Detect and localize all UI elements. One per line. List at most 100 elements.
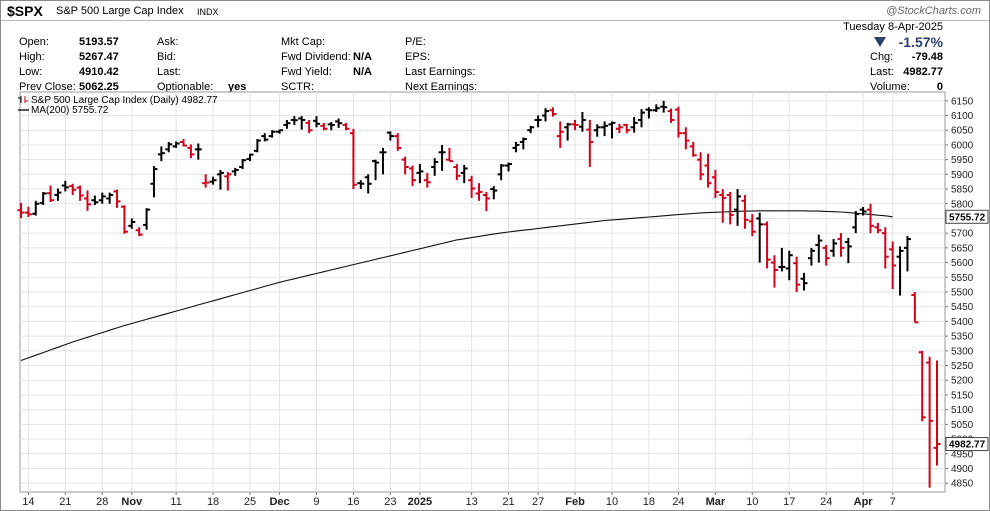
ohlc-bar	[719, 189, 727, 223]
optionable-label: Optionable:	[157, 81, 214, 93]
ohlc-bar	[61, 180, 69, 192]
exchange-label: INDX	[197, 7, 219, 17]
ohlc-bar	[815, 234, 823, 263]
fwd-yield-value: N/A	[353, 66, 372, 78]
ohlc-bar	[69, 183, 77, 195]
ohlc-bar	[512, 142, 520, 153]
fwd-yield-label: Fwd Yield:	[281, 66, 332, 78]
y-tick-label: 5950	[951, 155, 974, 166]
ma200-value-tag: 5755.72	[949, 212, 986, 223]
ohlc-bar	[867, 203, 875, 234]
prev-close-label: Prev Close:	[19, 81, 76, 93]
ohlc-bar	[534, 115, 542, 128]
ohlc-bar	[682, 127, 690, 150]
ohlc-bar	[128, 218, 136, 229]
high-value: 5267.47	[79, 51, 119, 63]
ticker-symbol: $SPX	[7, 3, 43, 19]
ohlc-bar	[852, 211, 860, 234]
legend-ma-series: MA(200) 5755.72	[31, 105, 109, 116]
ohlc-bar	[645, 107, 653, 119]
y-tick-label: 5450	[951, 302, 974, 313]
quote-panel: Open: 5193.57 High: 5267.47 Low: 4910.42…	[1, 21, 989, 93]
ohlc-bar	[24, 206, 32, 217]
ohlc-bar	[290, 116, 298, 125]
ohlc-bar	[268, 130, 276, 138]
optionable-value: yes	[228, 81, 247, 93]
ohlc-bar	[349, 128, 357, 190]
ohlc-bar	[216, 169, 224, 190]
x-tick-label: 28	[96, 496, 108, 508]
ohlc-bar	[660, 100, 668, 113]
ohlc-bar	[615, 123, 623, 134]
ohlc-bar	[83, 190, 91, 211]
ohlc-bar	[541, 108, 549, 122]
y-tick-label: 5050	[951, 420, 974, 431]
ohlc-bar	[312, 116, 320, 128]
ohlc-bar	[564, 122, 572, 141]
stockcharts-watermark: @StockCharts.com	[886, 5, 981, 17]
ohlc-bar	[482, 192, 490, 212]
ohlc-bar	[778, 247, 786, 272]
volume-label: Volume:	[870, 81, 910, 93]
ohlc-bar	[320, 122, 328, 131]
ohlc-bar	[505, 162, 513, 172]
y-tick-label: 5650	[951, 243, 974, 254]
ohlc-bar	[209, 176, 217, 185]
ohlc-bar	[224, 172, 232, 191]
ohlc-bar	[453, 164, 461, 181]
ohlc-bar	[667, 108, 675, 123]
ohlc-bar	[305, 119, 313, 134]
legend-price-series: S&P 500 Large Cap Index (Daily) 4982.77	[31, 95, 218, 106]
y-tick-label: 5600	[951, 258, 974, 269]
x-tick-label: 24	[672, 496, 684, 508]
x-tick-label: 23	[384, 496, 396, 508]
ohlc-bar	[342, 122, 350, 131]
ohlc-bar	[150, 166, 158, 198]
quote-date: Tuesday 8-Apr-2025	[843, 21, 943, 33]
y-tick-label: 5500	[951, 288, 974, 299]
x-tick-label: 7	[890, 496, 896, 508]
ohlc-bar	[748, 214, 756, 237]
x-tick-label: 11	[170, 496, 181, 508]
x-tick-label: 13	[465, 496, 477, 508]
ohlc-bar	[231, 167, 239, 176]
ma200-value-tag-box	[945, 209, 989, 224]
ohlc-bar	[652, 104, 660, 112]
ohlc-bar	[911, 292, 919, 324]
ohlc-bar	[98, 192, 106, 204]
prev-close-value: 5062.25	[79, 81, 119, 93]
ohlc-bar	[335, 118, 343, 128]
ohlc-bar	[490, 186, 498, 200]
down-arrow-icon	[874, 37, 886, 47]
y-tick-label: 5850	[951, 185, 974, 196]
ohlc-bar	[837, 233, 845, 257]
ohlc-bar	[276, 129, 284, 134]
low-value: 4910.42	[79, 66, 119, 78]
pe-label: P/E:	[405, 36, 426, 48]
fwd-dividend-value: N/A	[353, 51, 372, 63]
ohlc-bar	[519, 137, 527, 150]
last-value: 4982.77	[903, 66, 943, 78]
ohlc-bar	[756, 212, 764, 263]
ohlc-bar	[674, 106, 682, 138]
open-label: Open:	[19, 36, 49, 48]
last-label: Last:	[870, 66, 894, 78]
ohlc-bar	[889, 241, 897, 290]
eps-label: EPS:	[405, 51, 431, 63]
y-tick-label: 4850	[951, 479, 974, 490]
ohlc-bar	[253, 139, 261, 153]
x-tick-label: Mar	[706, 496, 726, 508]
ohlc-bar	[32, 200, 40, 216]
chart-legend: S&P 500 Large Cap Index (Daily) 4982.77M…	[18, 95, 218, 116]
ohlc-bar	[527, 125, 535, 134]
x-tick-label: 17	[783, 496, 795, 508]
ohlc-bar	[460, 164, 468, 184]
ohlc-bar	[445, 147, 453, 163]
mkt-cap-label: Mkt Cap:	[281, 36, 326, 48]
y-tick-label: 6000	[951, 140, 974, 151]
ohlc-bar	[874, 222, 882, 234]
y-tick-label: 5150	[951, 390, 974, 401]
x-tick-label: 21	[502, 496, 514, 508]
chg-value: -79.48	[911, 51, 943, 63]
ma200-line	[20, 210, 893, 362]
